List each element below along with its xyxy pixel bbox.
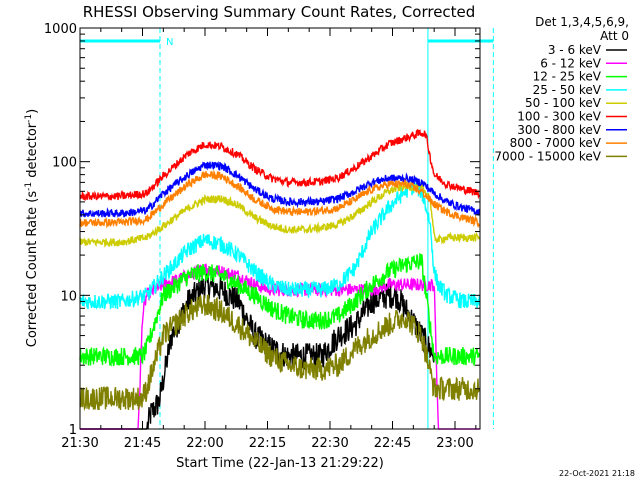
y-axis-label: Corrected Count Rate (s-1 detector-1) — [24, 109, 40, 347]
legend-label-8: 7000 - 15000 keV — [494, 149, 601, 163]
x-tick-label-0: 21:30 — [61, 436, 98, 451]
series-7 — [79, 169, 480, 229]
legend-label-6: 300 - 800 keV — [517, 123, 601, 137]
series-line-8 — [79, 294, 481, 412]
x-tick-label-2: 22:00 — [186, 436, 223, 451]
x-axis-label: Start Time (22-Jan-13 21:29:22) — [176, 456, 384, 471]
x-tick-label-1: 21:45 — [124, 436, 161, 451]
series-8 — [79, 294, 481, 412]
series-2 — [79, 252, 481, 367]
y-tick-label-3: 1000 — [44, 22, 77, 37]
legend-label-7: 800 - 7000 keV — [510, 136, 602, 150]
series-6 — [79, 160, 481, 218]
footer-timestamp: 22-Oct-2021 21:18 — [559, 469, 635, 478]
legend-header-line-2: Att 0 — [600, 29, 629, 43]
plot-frame — [79, 27, 481, 430]
series-line-7 — [79, 169, 480, 229]
chart-title: RHESSI Observing Summary Count Rates, Co… — [83, 3, 476, 21]
x-tick-label-5: 22:45 — [374, 436, 411, 451]
series-5 — [79, 128, 481, 202]
legend-label-5: 100 - 300 keV — [517, 110, 601, 124]
series-line-2 — [79, 252, 481, 367]
y-tick-label-1: 10 — [60, 289, 77, 304]
series-line-4 — [79, 181, 481, 248]
series-line-5 — [79, 128, 481, 202]
legend-label-1: 6 - 12 keV — [540, 56, 602, 70]
x-tick-label-4: 22:30 — [311, 436, 348, 451]
x-tick-label-6: 23:00 — [436, 436, 473, 451]
legend-label-3: 25 - 50 keV — [533, 83, 602, 97]
legend-label-4: 50 - 100 keV — [525, 96, 602, 110]
series-line-6 — [79, 160, 481, 218]
series-4 — [79, 181, 481, 248]
y-tick-label-0: 1 — [69, 423, 77, 438]
y-tick-label-2: 100 — [52, 156, 77, 171]
night-marker: N — [166, 37, 173, 48]
legend-label-2: 12 - 25 keV — [533, 70, 602, 84]
x-tick-label-3: 22:15 — [249, 436, 286, 451]
legend-label-0: 3 - 6 keV — [548, 43, 602, 57]
legend-header-line-1: Det 1,3,4,5,6,9, — [535, 15, 629, 29]
